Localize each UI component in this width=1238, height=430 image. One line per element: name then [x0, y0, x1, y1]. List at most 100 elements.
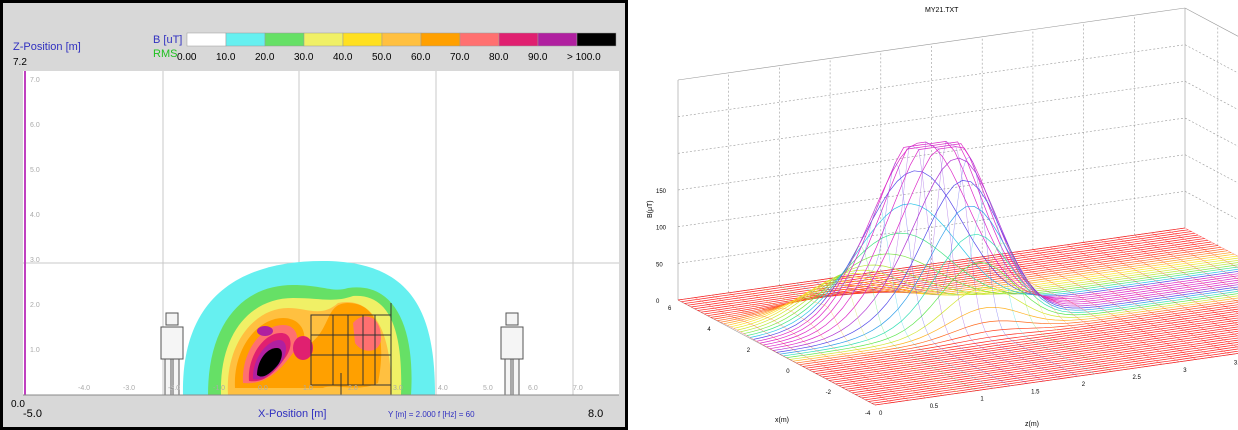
color-legend: 0.00 10.0 20.0 30.0 40.0 50.0 60.0 70.0 80.0 90.0…	[177, 32, 617, 63]
legend-swatch	[303, 32, 344, 47]
legend-swatch	[498, 32, 539, 47]
x-tick-label: 6.0	[528, 385, 538, 392]
z-tick-label: 100	[656, 226, 667, 232]
surface-line	[762, 280, 960, 394]
surface-line	[694, 297, 892, 403]
surface-line	[1032, 249, 1230, 355]
x-tick-label: -3.0	[123, 385, 135, 392]
surface-line	[1066, 244, 1238, 337]
legend-label: 40.0	[333, 52, 353, 63]
y-tick-label: 3.0	[30, 257, 40, 264]
y-tick-label: 3.5	[1234, 361, 1238, 367]
x-tick-label: 2	[747, 348, 751, 354]
z-axis-title: Z-Position [m]	[13, 41, 81, 53]
contour-left-ring	[257, 326, 273, 336]
z-axis-title: B(μT)	[647, 200, 654, 218]
surface-line	[1083, 242, 1238, 325]
y-tick-label: 6.0	[30, 122, 40, 129]
z-tick-label: 50	[656, 262, 663, 268]
surface-line	[1134, 235, 1238, 291]
legend-swatch	[225, 32, 266, 47]
surface-line	[779, 246, 977, 391]
legend-swatch	[420, 32, 461, 47]
surface-line	[769, 146, 1238, 350]
x-axis-title: x(m)	[775, 417, 789, 424]
surface-line	[948, 261, 1146, 367]
y-tick-label: 1.5	[1031, 389, 1040, 395]
surface-line	[796, 299, 1238, 364]
surface-line	[766, 143, 1238, 348]
legend-swatch	[381, 32, 422, 47]
x-axis-title: X-Position [m]	[258, 408, 326, 420]
b-unit-label: B [uT]	[153, 34, 182, 46]
field-contours	[182, 261, 435, 395]
surface-plot-chart: MY21.TXT 0 50 100 150 6 4 2 0 -2 -4 0 0.5 1 1.5 2 2.5 3 3…	[647, 7, 1238, 428]
x-min-label: -5.0	[23, 408, 42, 420]
surface-line	[880, 156, 1078, 377]
surface-line	[1117, 237, 1238, 303]
surface-title: MY21.TXT	[925, 7, 959, 14]
legend-label: 90.0	[528, 52, 548, 63]
y-tick-label: 1.0	[30, 347, 40, 354]
x-tick-label: 3.0	[393, 385, 403, 392]
legend-label: 70.0	[450, 52, 470, 63]
legend-swatch	[264, 32, 305, 47]
legend-swatch	[186, 32, 227, 47]
surface-line	[982, 256, 1180, 362]
y-tick-label: 3	[1183, 368, 1187, 374]
legend-label: 80.0	[489, 52, 509, 63]
x-tick-label: 6	[668, 306, 672, 312]
surface-line	[1184, 227, 1238, 257]
legend-label: 30.0	[294, 52, 314, 63]
y-tick-label: 0	[879, 411, 883, 417]
x-tick-label: 0.0	[258, 385, 268, 392]
surface-plot-panel: MY21.TXT 0 50 100 150 6 4 2 0 -2 -4 0 0.5 1 1.5 2 2.5 3 3…	[640, 0, 1238, 430]
person-figure-right	[500, 312, 524, 396]
surface-line	[1168, 230, 1238, 268]
conductor-structure	[310, 303, 392, 395]
legend-label: > 100.0	[567, 52, 601, 63]
legend-label: 10.0	[216, 52, 236, 63]
surface-line	[1151, 232, 1238, 280]
surface-line	[863, 141, 1061, 379]
x-tick-label: -4	[865, 411, 871, 417]
y-tick-label: 4.0	[30, 212, 40, 219]
legend-swatch	[537, 32, 578, 47]
footer-info: Y [m] = 2.000 f [Hz] = 60	[388, 410, 475, 419]
x-tick-label: 5.0	[483, 385, 493, 392]
contour-max	[257, 348, 282, 377]
x-tick-label: 2.0	[348, 385, 358, 392]
z-tick-label: 0	[656, 299, 660, 305]
surface-line	[999, 254, 1197, 360]
z-tick-label: 150	[656, 189, 667, 195]
person-figure-left	[160, 312, 184, 396]
surface-line	[796, 203, 994, 389]
legend-label: 60.0	[411, 52, 431, 63]
rms-label: RMS	[153, 48, 177, 60]
surface-line	[677, 299, 876, 406]
y-tick-label: 2.5	[1133, 375, 1142, 381]
surface-line	[728, 292, 926, 398]
legend-label: 50.0	[372, 52, 392, 63]
surface-mesh	[677, 141, 1238, 406]
contour-small-hotspot	[293, 336, 313, 360]
legend-swatch	[459, 32, 500, 47]
surface-line	[1100, 239, 1238, 314]
surface-line	[789, 287, 1238, 360]
surface-line	[897, 199, 1095, 374]
x-tick-label: 4	[707, 327, 711, 333]
y-tick-label: 5.0	[30, 167, 40, 174]
surface-line	[865, 346, 1238, 401]
contour-right-70	[353, 316, 381, 351]
y-tick-label: 1	[980, 397, 984, 403]
legend-label: 20.0	[255, 52, 275, 63]
x-max-label: 8.0	[588, 408, 603, 420]
surface-line	[745, 290, 943, 396]
surface-line	[1049, 247, 1238, 348]
origin-label: 0.0	[11, 399, 25, 410]
surface-line	[914, 242, 1112, 372]
x-tick-labels: -4.0 -3.0 -2.0 -1.0 0.0 1.0 2.0 3.0 4.0 5.0 6.0 7.0	[78, 385, 583, 392]
x-tick-label: -2.0	[168, 385, 180, 392]
surface-line	[711, 295, 909, 401]
